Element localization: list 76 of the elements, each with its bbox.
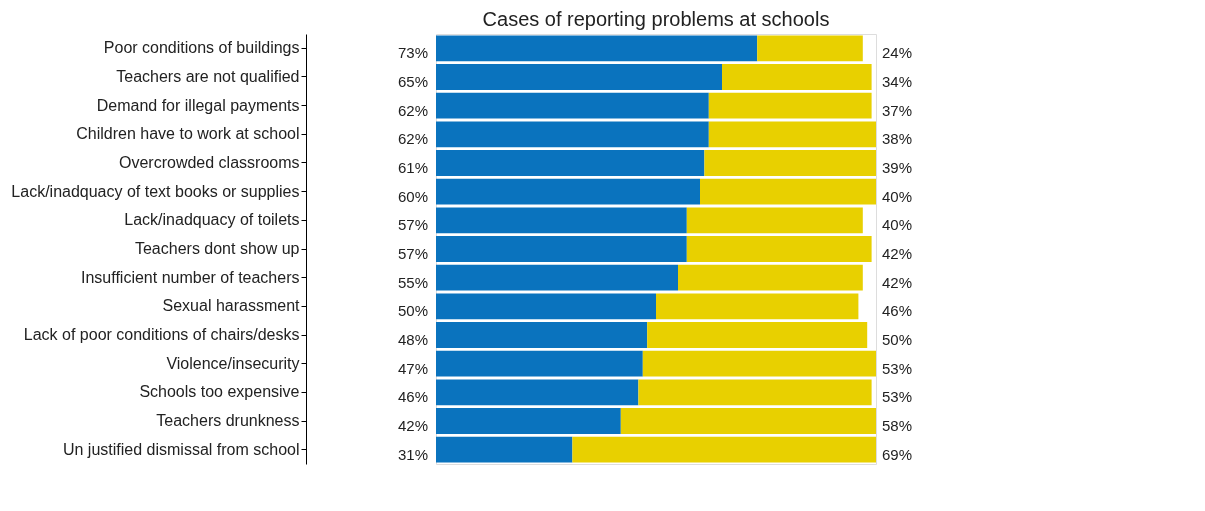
data-label: 62% bbox=[397, 130, 428, 148]
bar bbox=[620, 408, 876, 434]
bar bbox=[436, 293, 656, 320]
bar bbox=[757, 35, 863, 62]
bar bbox=[436, 64, 722, 90]
y-tick-label: Violence/insecurity bbox=[166, 354, 300, 372]
bar bbox=[722, 64, 872, 90]
y-tick-label: Teachers drunkness bbox=[156, 412, 300, 429]
data-label: 38% bbox=[882, 130, 913, 148]
bar bbox=[686, 207, 863, 234]
bar bbox=[436, 121, 709, 148]
bar bbox=[436, 264, 678, 291]
bar bbox=[436, 178, 700, 205]
bar bbox=[700, 178, 876, 205]
bar bbox=[686, 236, 872, 262]
y-tick-label: Lack/inadquacy of text books or supplies bbox=[11, 182, 300, 200]
data-label: 55% bbox=[397, 273, 428, 291]
bar bbox=[436, 207, 687, 234]
data-label: 46% bbox=[882, 302, 913, 320]
y-tick-label: Schools too expensive bbox=[139, 383, 300, 401]
bar bbox=[436, 150, 705, 176]
data-label: 42% bbox=[882, 273, 913, 291]
y-tick-label: Demand for illegal payments bbox=[96, 96, 300, 114]
chart-title: Cases of reporting problems at schools bbox=[482, 8, 830, 30]
bar bbox=[436, 35, 758, 62]
bar bbox=[436, 379, 639, 406]
bar bbox=[647, 322, 868, 348]
data-label: 37% bbox=[882, 101, 913, 119]
y-tick-label: Children have to work at school bbox=[76, 125, 300, 143]
bar bbox=[436, 408, 621, 434]
data-label: 48% bbox=[397, 331, 428, 348]
data-label: 69% bbox=[882, 445, 913, 463]
bar bbox=[436, 236, 687, 262]
data-label: 53% bbox=[882, 359, 913, 377]
data-label: 40% bbox=[882, 216, 913, 234]
data-label: 50% bbox=[397, 302, 428, 320]
data-label: 62% bbox=[397, 101, 428, 119]
data-label: 60% bbox=[397, 187, 428, 205]
data-label: 34% bbox=[882, 73, 913, 90]
bar bbox=[436, 436, 573, 463]
data-label: 65% bbox=[397, 73, 428, 90]
data-label: 39% bbox=[882, 159, 913, 176]
bar bbox=[436, 322, 648, 348]
bar bbox=[436, 92, 709, 119]
data-label: 31% bbox=[397, 445, 428, 463]
y-tick-label: Poor conditions of buildings bbox=[103, 39, 300, 57]
bar bbox=[642, 350, 876, 377]
data-label: 61% bbox=[397, 159, 428, 176]
bar bbox=[436, 350, 643, 377]
bar bbox=[708, 92, 872, 119]
y-tick-label: Un justified dismissal from school bbox=[62, 440, 300, 458]
y-tick-label: Teachers dont show up bbox=[134, 240, 300, 257]
data-label: 57% bbox=[397, 216, 428, 234]
y-tick-label: Overcrowded classrooms bbox=[119, 154, 300, 171]
data-label: 73% bbox=[397, 44, 428, 62]
y-tick-label: Teachers are not qualified bbox=[116, 68, 300, 85]
data-label: 57% bbox=[397, 245, 428, 262]
data-label: 53% bbox=[882, 388, 913, 406]
bar bbox=[638, 379, 872, 406]
data-label: 42% bbox=[397, 417, 428, 434]
y-tick-label: Sexual harassment bbox=[162, 297, 301, 315]
data-label: 58% bbox=[882, 417, 913, 434]
data-label: 47% bbox=[397, 359, 428, 377]
bar bbox=[656, 293, 859, 320]
data-label: 40% bbox=[882, 187, 913, 205]
y-tick-label: Lack/inadquacy of toilets bbox=[124, 211, 300, 229]
data-label: 42% bbox=[882, 245, 913, 262]
y-tick-label: Lack of poor conditions of chairs/desks bbox=[23, 326, 300, 343]
bar bbox=[572, 436, 876, 463]
y-tick-label: Insufficient number of teachers bbox=[81, 268, 300, 286]
bar bbox=[704, 150, 876, 176]
bar bbox=[678, 264, 863, 291]
bar bbox=[708, 121, 876, 148]
data-label: 46% bbox=[397, 388, 428, 406]
data-label: 24% bbox=[882, 44, 913, 62]
data-label: 50% bbox=[882, 331, 913, 348]
